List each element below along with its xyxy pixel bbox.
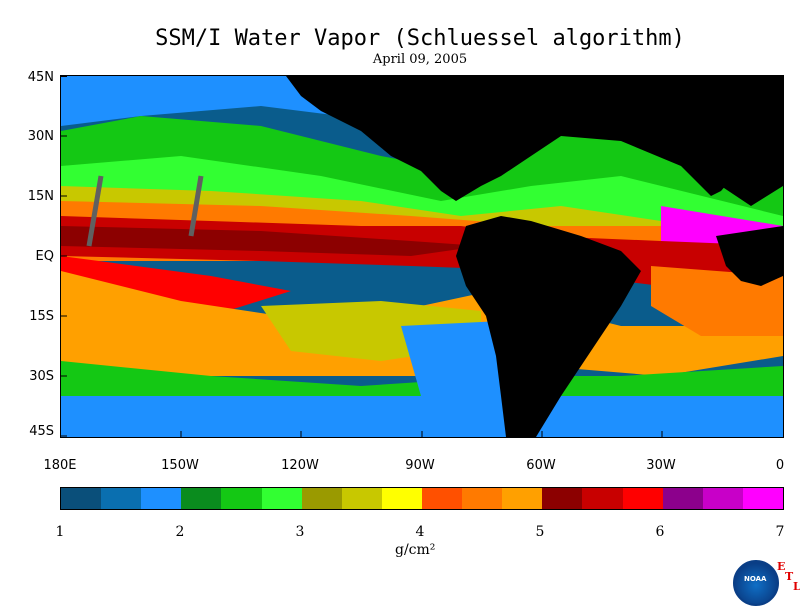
band-south-blue — [61, 396, 783, 437]
chart-title: SSM/I Water Vapor (Schluessel algorithm) — [155, 26, 685, 51]
south-america-land — [456, 216, 641, 437]
band-atlantic-orange — [651, 266, 783, 336]
etl-letter-e: E — [777, 560, 786, 573]
lat-label-45s: 45S — [29, 424, 54, 439]
colorbar-cell — [702, 488, 743, 509]
lat-label-eq: EQ — [35, 249, 54, 264]
lon-ticks — [180, 431, 663, 437]
lat-label-30s: 30S — [29, 369, 54, 384]
swath-gap-2 — [188, 175, 204, 237]
lat-label-30n: 30N — [27, 129, 54, 144]
noaa-logo-text: NOAA — [744, 575, 767, 583]
colorbar-cell — [301, 488, 342, 509]
band-south-green — [61, 361, 783, 401]
band-southeast-pacific-blue — [401, 321, 501, 396]
colorbar-tick-1: 1 — [55, 524, 65, 540]
units-label: g/cm² — [395, 542, 436, 558]
lon-label-180e: 180E — [43, 458, 77, 473]
colorbar-cell — [622, 488, 663, 509]
band-itcz-dark — [61, 226, 481, 256]
colorbar-tick-3: 3 — [295, 524, 305, 540]
colorbar-cell — [221, 488, 262, 509]
colorbar-cell — [181, 488, 222, 509]
colorbar-cell — [141, 488, 182, 509]
etl-letter-l: L — [793, 580, 800, 593]
colorbar-cell — [381, 488, 422, 509]
date-label: April 09, 2005 — [372, 52, 468, 67]
north-america-land — [286, 76, 783, 201]
colorbar-tick-5: 5 — [535, 524, 545, 540]
colorbar-tick-7: 7 — [775, 524, 785, 540]
colorbar-cell — [421, 488, 463, 509]
lon-label-90w: 90W — [405, 458, 435, 473]
lon-label-30w: 30W — [646, 458, 676, 473]
noaa-logo — [733, 560, 779, 606]
lat-label-45n: 45N — [27, 70, 54, 85]
colorbar — [60, 487, 784, 510]
lat-label-15s: 15S — [29, 309, 54, 324]
colorbar-cell — [742, 488, 783, 509]
colorbar-cell — [542, 488, 583, 509]
swath-gap-1 — [86, 175, 104, 247]
lon-label-150w: 150W — [161, 458, 199, 473]
lon-label-120w: 120W — [281, 458, 319, 473]
lon-label-60w: 60W — [526, 458, 556, 473]
water-vapor-map — [60, 75, 784, 438]
lat-ticks — [61, 76, 67, 437]
africa-europe-land — [711, 76, 783, 206]
colorbar-tick-6: 6 — [655, 524, 665, 540]
colorbar-tick-2: 2 — [175, 524, 185, 540]
etl-letter-t: T — [785, 570, 794, 583]
map-svg — [61, 76, 783, 437]
colorbar-cell — [502, 488, 543, 509]
lon-label-0: 0 — [775, 458, 785, 473]
colorbar-cell — [662, 488, 703, 509]
colorbar-cell — [341, 488, 382, 509]
colorbar-cell — [462, 488, 503, 509]
colorbar-tick-4: 4 — [415, 524, 425, 540]
africa-land — [716, 226, 783, 286]
colorbar-cell — [582, 488, 623, 509]
colorbar-cell — [61, 488, 102, 509]
lat-label-15n: 15N — [27, 189, 54, 204]
colorbar-cell — [261, 488, 302, 509]
colorbar-cell — [101, 488, 142, 509]
